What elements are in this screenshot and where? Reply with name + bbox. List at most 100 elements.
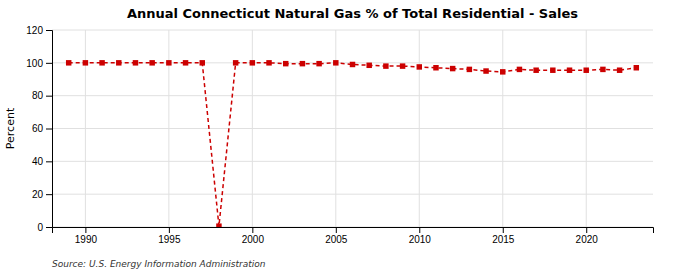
y-axis-label: Percent bbox=[4, 107, 17, 149]
tick-mark bbox=[503, 227, 504, 233]
grid-line-x bbox=[419, 30, 420, 227]
marker bbox=[333, 60, 338, 65]
tick-mark bbox=[46, 30, 52, 31]
tick: 120 bbox=[26, 25, 52, 36]
tick-label: 2000 bbox=[242, 234, 265, 245]
marker bbox=[166, 60, 171, 65]
marker bbox=[583, 67, 588, 72]
annotation: Source: U.S. Energy Information Administ… bbox=[52, 259, 266, 269]
title: Annual Connecticut Natural Gas % of Tota… bbox=[127, 6, 578, 21]
marker bbox=[450, 66, 455, 71]
grid-line-y bbox=[52, 30, 653, 31]
tick: 2000 bbox=[242, 227, 265, 245]
tick-label: 1990 bbox=[75, 234, 98, 245]
marker bbox=[433, 65, 438, 70]
series bbox=[66, 60, 639, 227]
plot-area: 1990 1995 2000 2005 2010 2015 2020 0 20 40 60 80 100… bbox=[26, 25, 653, 245]
marker bbox=[66, 60, 71, 65]
chart: 1990 1995 2000 2005 2010 2015 2020 0 20 40 60 80 100… bbox=[0, 0, 675, 275]
tick-label: 2010 bbox=[409, 234, 432, 245]
tick: 1995 bbox=[158, 227, 181, 245]
y-axis: 0 20 40 60 80 100 120 bbox=[26, 25, 52, 233]
marker bbox=[133, 60, 138, 65]
grid-line-x bbox=[335, 30, 336, 227]
tick: 60 bbox=[32, 123, 52, 134]
tick-mark bbox=[46, 227, 52, 228]
marker bbox=[567, 67, 572, 72]
marker bbox=[200, 60, 205, 65]
tick-label: 1995 bbox=[158, 234, 181, 245]
tick-mark bbox=[46, 161, 52, 162]
grid-line-x bbox=[502, 30, 503, 227]
marker bbox=[383, 63, 388, 68]
tick-mark bbox=[46, 63, 52, 64]
tick-label: 80 bbox=[32, 90, 44, 101]
tick-label: 40 bbox=[32, 156, 44, 167]
tick: 2020 bbox=[576, 227, 599, 245]
marker bbox=[83, 60, 88, 65]
tick-mark bbox=[586, 227, 587, 233]
grid-line-x bbox=[85, 30, 86, 227]
tick-label: 100 bbox=[26, 58, 43, 69]
tick-label: 2015 bbox=[492, 234, 515, 245]
marker bbox=[183, 60, 188, 65]
tick: 20 bbox=[32, 189, 52, 200]
marker bbox=[600, 67, 605, 72]
marker bbox=[300, 61, 305, 66]
marker bbox=[266, 60, 271, 65]
marker bbox=[350, 62, 355, 67]
marker bbox=[500, 69, 505, 74]
tick: 2015 bbox=[492, 227, 515, 245]
tick: 2010 bbox=[409, 227, 432, 245]
marker bbox=[283, 61, 288, 66]
tick: 100 bbox=[26, 58, 52, 69]
line bbox=[69, 63, 637, 226]
grid-line-y bbox=[52, 194, 653, 195]
tick-mark bbox=[419, 227, 420, 233]
tick: 1990 bbox=[75, 227, 98, 245]
tick-mark bbox=[336, 227, 337, 233]
grid-line-x bbox=[252, 30, 253, 227]
tick-label: 0 bbox=[37, 222, 43, 233]
grid-line-y bbox=[52, 95, 653, 96]
tick-label: 20 bbox=[32, 189, 44, 200]
grid-line-x bbox=[168, 30, 169, 227]
tick-mark bbox=[46, 129, 52, 130]
marker bbox=[483, 68, 488, 73]
tick: 2005 bbox=[325, 227, 348, 245]
axis-line bbox=[46, 31, 53, 228]
marker bbox=[366, 63, 371, 68]
marker bbox=[467, 67, 472, 72]
tick-label: 2005 bbox=[325, 234, 348, 245]
grid-line-x bbox=[586, 30, 587, 227]
marker bbox=[400, 63, 405, 68]
marker bbox=[149, 60, 154, 65]
marker bbox=[216, 223, 221, 227]
marker bbox=[517, 67, 522, 72]
marker bbox=[250, 60, 255, 65]
marker bbox=[634, 65, 639, 70]
marker bbox=[550, 67, 555, 72]
marker bbox=[417, 64, 422, 69]
tick-mark bbox=[46, 194, 52, 195]
tick: 0 bbox=[37, 222, 52, 233]
marker bbox=[533, 67, 538, 72]
tick-label: 60 bbox=[32, 123, 44, 134]
tick-mark bbox=[169, 227, 170, 233]
tick-mark bbox=[85, 227, 86, 233]
marker bbox=[99, 60, 104, 65]
marker bbox=[116, 60, 121, 65]
axis-line bbox=[53, 228, 654, 234]
marker bbox=[617, 67, 622, 72]
tick-label: 2020 bbox=[576, 234, 599, 245]
grid bbox=[52, 30, 653, 227]
tick-mark bbox=[252, 227, 253, 233]
grid-line-y bbox=[52, 161, 653, 162]
marker bbox=[316, 61, 321, 66]
x-axis: 1990 1995 2000 2005 2010 2015 2020 bbox=[53, 227, 654, 245]
marker bbox=[233, 60, 238, 65]
tick-label: 120 bbox=[26, 25, 43, 36]
tick: 80 bbox=[32, 90, 52, 101]
tick: 40 bbox=[32, 156, 52, 167]
tick-mark bbox=[46, 96, 52, 97]
